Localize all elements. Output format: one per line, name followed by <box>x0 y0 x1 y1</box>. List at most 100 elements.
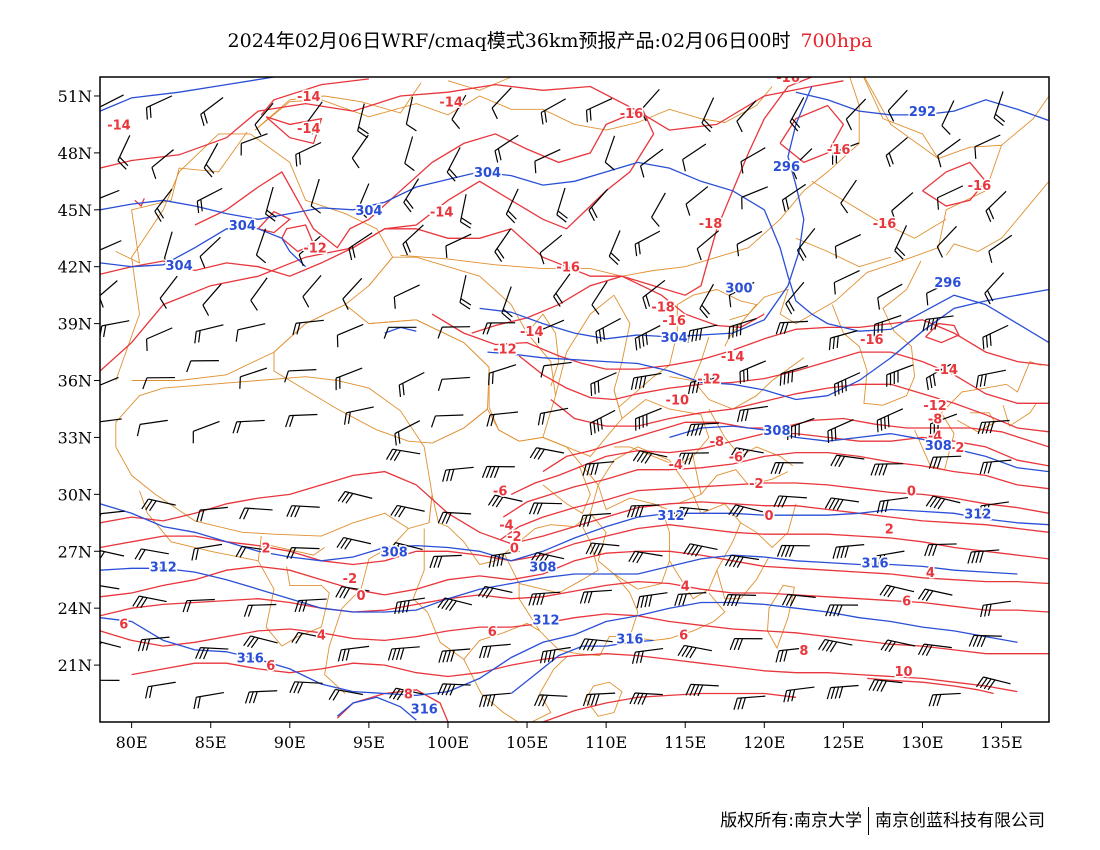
boundary-line <box>716 556 770 600</box>
wind-barb <box>980 600 1011 618</box>
wind-barb <box>785 281 805 315</box>
wind-barb <box>828 330 858 351</box>
geopotential-isoline <box>100 228 307 268</box>
wind-barb <box>977 419 1010 435</box>
wind-barb <box>975 676 1011 691</box>
wind-barb <box>393 284 420 309</box>
wind-barb <box>787 417 815 440</box>
wind-barb <box>191 543 223 561</box>
wind-barb <box>100 510 125 520</box>
lat-tick-label: 30N <box>58 485 92 504</box>
lat-tick-label: 39N <box>58 315 92 334</box>
temperature-label: -12 <box>303 242 327 257</box>
wind-barb <box>163 231 175 267</box>
wind-barb <box>728 504 763 518</box>
boundary-line <box>945 181 1049 256</box>
wind-barb <box>239 507 273 520</box>
geopotential-label: 292 <box>909 105 936 120</box>
geopotential-label: 304 <box>355 204 382 219</box>
footer-left: 版权所有:南京大学 <box>720 811 862 831</box>
wind-barb <box>736 230 763 257</box>
wind-barb <box>302 274 322 308</box>
wind-barb <box>388 542 423 556</box>
wind-barb <box>394 420 421 446</box>
temperature-label: -16 <box>873 217 897 232</box>
wind-barb <box>876 496 908 514</box>
wind-barb <box>387 646 420 661</box>
temperature-label: 0 <box>907 485 916 500</box>
temperature-isotherm <box>542 692 796 722</box>
wind-barb <box>357 103 369 139</box>
temperature-label: -8 <box>928 412 942 427</box>
lon-tick-label: 95E <box>353 733 385 752</box>
wind-barb <box>687 324 718 343</box>
geopotential-contours <box>100 77 1049 721</box>
wind-barb <box>686 422 719 437</box>
wind-barb <box>840 179 857 214</box>
temperature-label: -4 <box>499 519 513 534</box>
temperature-label: -2 <box>749 477 763 492</box>
temperature-label: -6 <box>493 485 507 500</box>
wind-barb <box>479 643 511 659</box>
boundary-line <box>708 408 794 467</box>
wind-barb <box>488 550 520 568</box>
plot-area: -14-14 -14-14-16-16-16-16-14-12-18 -16-16-… <box>100 77 1049 722</box>
temperature-label: 8 <box>799 644 808 659</box>
lat-tick-label: 21N <box>58 656 92 675</box>
wind-barb <box>977 501 1009 518</box>
wind-barb <box>486 411 518 427</box>
temperature-label: -14 <box>934 363 958 378</box>
boundary-line <box>463 655 569 722</box>
geopotential-label: 296 <box>934 276 961 291</box>
wind-barb <box>117 135 131 170</box>
wind-barb <box>134 548 169 561</box>
temperature-label: -10 <box>666 394 690 409</box>
temperature-isotherm <box>131 653 1018 693</box>
wind-barb <box>151 149 174 179</box>
wind-barb <box>630 372 662 390</box>
temperature-isotherm <box>471 275 765 334</box>
geopotential-label: 308 <box>381 545 408 560</box>
wind-barb <box>830 454 865 468</box>
wind-barb <box>894 225 908 260</box>
geopotential-label: 312 <box>532 614 559 629</box>
wind-barb <box>136 419 168 437</box>
wind-barb <box>528 591 561 606</box>
wind-barb <box>491 87 512 120</box>
wind-barb <box>886 364 914 387</box>
geopotential-label: 312 <box>657 509 684 524</box>
wind-barb <box>437 376 470 391</box>
wind-barb <box>478 692 511 708</box>
wind-barb <box>196 506 228 522</box>
wind-barb <box>845 98 867 131</box>
boundary-line <box>811 180 947 239</box>
temperature-label: -4 <box>669 458 683 473</box>
wind-barb <box>879 584 915 598</box>
geopotential-label: 304 <box>229 219 256 234</box>
wind-barb <box>343 406 374 425</box>
wind-barb <box>145 95 173 120</box>
wind-barb <box>335 586 370 599</box>
wind-barb <box>924 543 957 557</box>
temperature-label: -16 <box>968 179 992 194</box>
wind-barb <box>537 407 569 426</box>
wind-barb <box>195 647 229 660</box>
wind-barb <box>383 326 417 339</box>
boundary-line <box>447 77 514 91</box>
temperature-label: -16 <box>860 333 884 348</box>
wind-barb <box>832 142 860 165</box>
wind-barb <box>676 452 709 465</box>
wind-barb <box>696 230 720 261</box>
geopotential-isoline <box>100 161 1049 344</box>
wind-barb <box>770 462 804 475</box>
wind-barb <box>100 280 118 311</box>
geopotential-isoline <box>100 503 1049 562</box>
wind-barb <box>982 324 1009 350</box>
wind-barb <box>243 635 278 649</box>
boundary-line <box>400 77 860 277</box>
boundary-line <box>412 528 541 661</box>
wind-barb <box>926 280 953 306</box>
temperature-label: 6 <box>902 595 911 610</box>
wind-barb <box>295 141 322 167</box>
wind-barb <box>186 360 219 373</box>
